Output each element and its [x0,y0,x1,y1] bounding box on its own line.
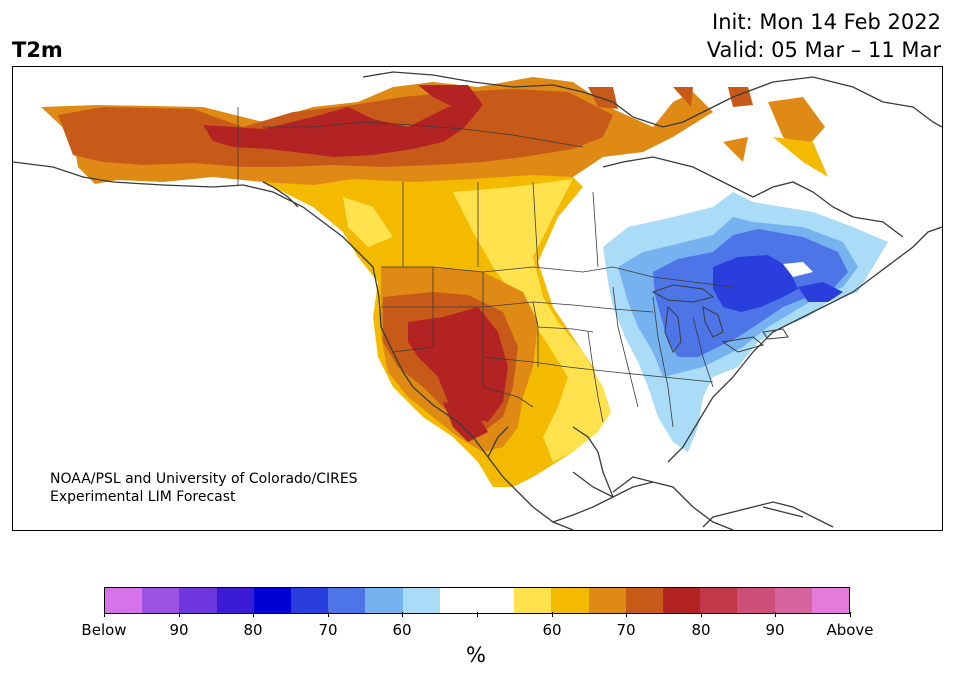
colorbar-tick-label: 80 [243,621,263,639]
variable-label: T2m [12,38,63,62]
map-panel: NOAA/PSL and University of Colorado/CIRE… [12,66,943,531]
colorbar-swatch [365,588,403,613]
colorbar-tick [179,612,180,617]
colorbar-tick [104,612,105,617]
colorbar-swatch [663,588,701,613]
colorbar-swatch [737,588,775,613]
colorbar-swatch [328,588,366,613]
colorbar-swatch [588,588,626,613]
colorbar-swatch [179,588,217,613]
colorbar-tick [402,612,403,617]
colorbar-swatch [514,588,552,613]
colorbar-tick-label: Below [81,621,127,639]
colorbar-unit: % [466,643,486,667]
colorbar-swatch [216,588,254,613]
credit-line-1: NOAA/PSL and University of Colorado/CIRE… [50,471,358,487]
credit-line-2: Experimental LIM Forecast [50,489,236,505]
colorbar-swatch [811,588,850,613]
colorbar-tick-label: 90 [169,621,189,639]
colorbar-swatch [551,588,589,613]
colorbar-tick-label: 70 [318,621,338,639]
colorbar-swatch [402,588,440,613]
colorbar-tick-label: 70 [616,621,636,639]
colorbar-swatch [439,588,515,613]
init-date: Init: Mon 14 Feb 2022 [712,10,941,34]
colorbar-swatch [700,588,738,613]
cold-anomaly-layer [603,192,888,452]
valid-date: Valid: 05 Mar – 11 Mar [706,38,941,62]
colorbar-tick [552,612,553,617]
colorbar-tick-label: 90 [765,621,785,639]
colorbar-tick [850,612,851,617]
colorbar-tick-label: 80 [691,621,711,639]
colorbar-tick-label: 60 [392,621,412,639]
colorbar-tick [775,612,776,617]
colorbar-tick [253,612,254,617]
colorbar-swatch [625,588,664,613]
colorbar-tick [701,612,702,617]
forecast-map [13,71,942,530]
colorbar-swatch [105,588,143,613]
region-east-blue [713,255,798,312]
colorbar-tick [626,612,627,617]
credit-text: NOAA/PSL and University of Colorado/CIRE… [50,470,358,506]
colorbar-tick [477,612,478,617]
colorbar-swatch [291,588,329,613]
border-layer [237,107,734,428]
colorbar-swatch [253,588,292,613]
colorbar-swatch [774,588,812,613]
colorbar-tick-label: Above [826,621,874,639]
colorbar [104,587,850,614]
region-canada-red [203,105,483,157]
coastline-layer [13,71,942,530]
great-lakes [651,284,789,353]
colorbar-swatch [142,588,180,613]
colorbar-tick-label: 60 [542,621,562,639]
colorbar-tick [328,612,329,617]
date-info: Init: Mon 14 Feb 2022 Valid: 05 Mar – 11… [707,8,941,64]
